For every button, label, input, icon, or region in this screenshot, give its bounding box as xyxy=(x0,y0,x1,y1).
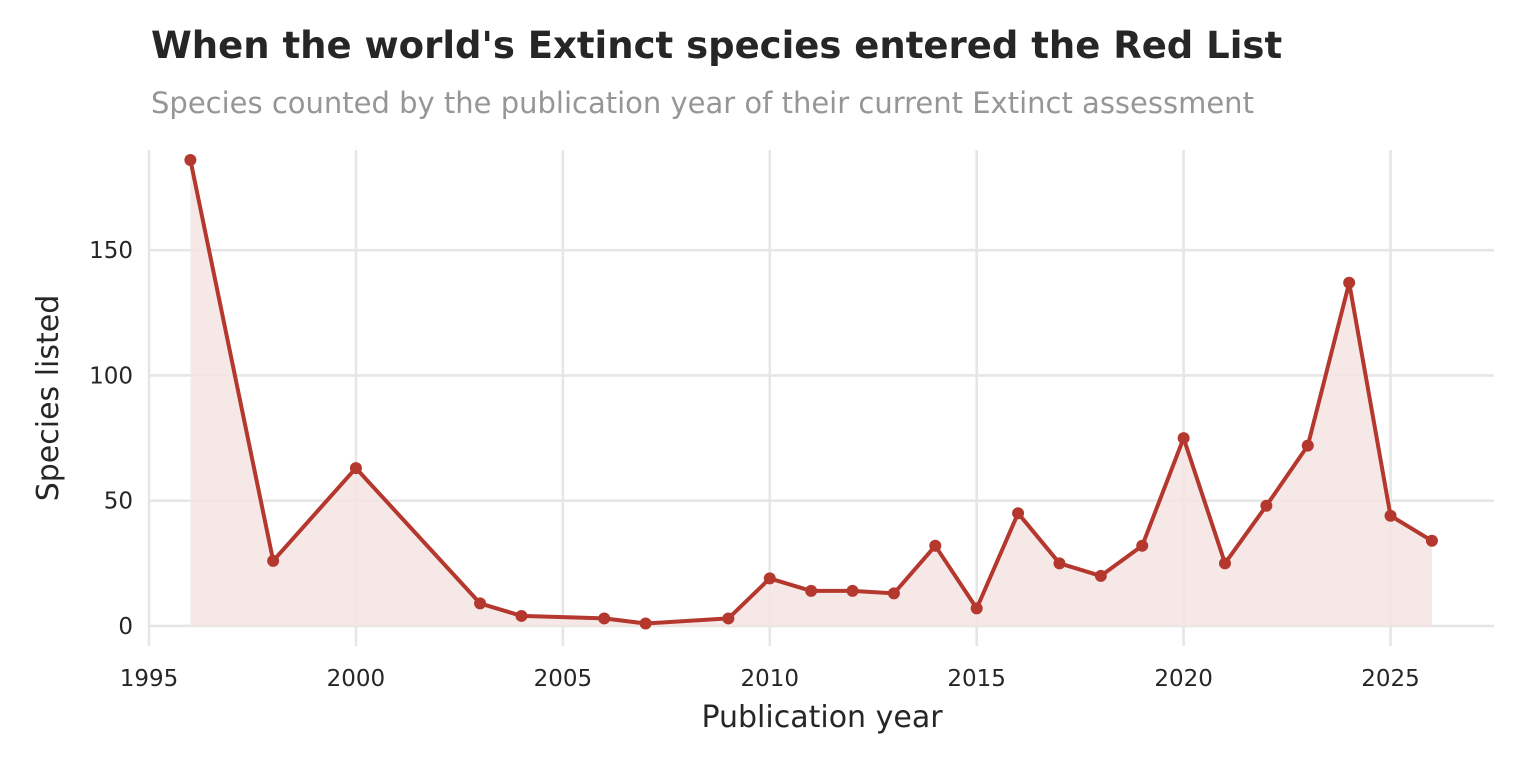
x-tick-label: 2025 xyxy=(1361,666,1420,692)
y-axis-label: Species listed xyxy=(31,295,66,502)
y-tick-label: 150 xyxy=(89,238,133,264)
data-point xyxy=(805,584,818,597)
x-tick-label: 1995 xyxy=(120,666,179,692)
y-tick-label: 50 xyxy=(104,489,133,515)
data-point xyxy=(1012,507,1025,520)
data-point xyxy=(1343,276,1356,289)
x-tick-label: 2000 xyxy=(327,666,386,692)
x-tick-label: 2005 xyxy=(534,666,593,692)
data-point xyxy=(970,602,983,615)
x-tick-labels: 1995 2000 2005 2010 2015 2020 2025 xyxy=(120,666,1420,692)
data-point xyxy=(474,597,487,610)
y-tick-label: 0 xyxy=(118,614,133,640)
y-tick-labels: 0 50 100 150 xyxy=(89,238,133,640)
data-point xyxy=(1260,499,1273,512)
data-point xyxy=(1219,557,1231,570)
x-tick-label: 2015 xyxy=(947,666,1006,692)
chart-subtitle: Species counted by the publication year … xyxy=(151,86,1254,120)
data-point xyxy=(1384,509,1397,522)
data-point xyxy=(598,612,611,625)
data-point xyxy=(267,554,280,567)
data-point xyxy=(1177,432,1190,445)
data-point xyxy=(846,584,859,597)
data-point xyxy=(1425,534,1438,547)
x-axis-label: Publication year xyxy=(701,700,943,735)
data-point xyxy=(929,539,942,552)
area-fill xyxy=(190,160,1432,626)
data-point xyxy=(349,462,362,475)
data-point xyxy=(1136,539,1149,552)
x-tick-label: 2010 xyxy=(740,666,799,692)
data-points xyxy=(184,154,1438,630)
data-point xyxy=(184,154,197,167)
data-point xyxy=(515,609,528,622)
chart-title: When the world's Extinct species entered… xyxy=(151,24,1283,67)
data-point xyxy=(887,587,900,600)
data-point xyxy=(1053,557,1066,570)
y-tick-label: 100 xyxy=(89,363,133,389)
data-point xyxy=(1301,439,1314,452)
data-point xyxy=(763,572,776,585)
data-point xyxy=(1094,569,1107,582)
x-tick-label: 2020 xyxy=(1154,666,1213,692)
data-point xyxy=(639,617,652,630)
data-point xyxy=(722,612,735,625)
